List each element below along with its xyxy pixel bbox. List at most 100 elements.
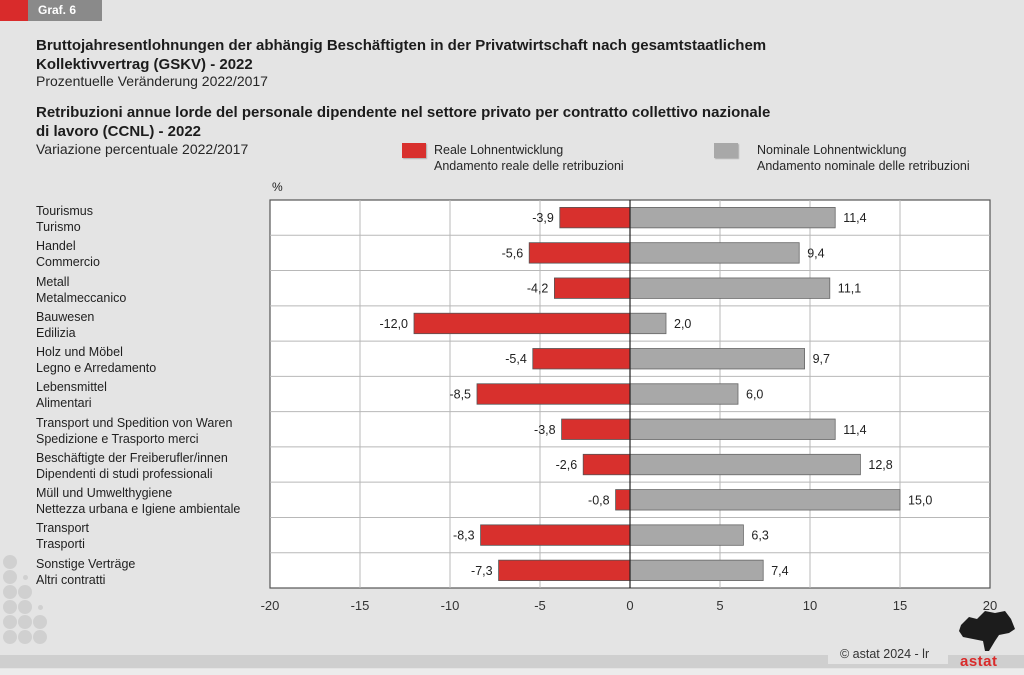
x-tick-label: 0 <box>626 598 633 613</box>
category-label-de: Transport und Spedition von Waren <box>36 415 233 430</box>
bar-nominal <box>629 418 836 440</box>
category-label-it: Dipendenti di studi professionali <box>36 466 213 481</box>
category-label-de: Metall <box>36 274 70 289</box>
data-label-nominal: 11,1 <box>838 282 861 296</box>
decorative-dot <box>37 604 43 610</box>
legend-label-real-it: Andamento reale delle retribuzioni <box>434 159 624 173</box>
data-label-real: -8,5 <box>449 388 471 402</box>
bar-nominal <box>629 383 739 405</box>
data-label-nominal: 9,7 <box>813 352 830 366</box>
category-label-it: Trasporti <box>36 537 85 552</box>
legend-label-nominal-de: Nominale Lohnentwicklung <box>757 143 907 157</box>
data-label-real: -0,8 <box>588 493 610 507</box>
category-label-it: Legno e Arredamento <box>36 361 157 376</box>
legend-swatch-nominal <box>714 143 738 158</box>
title-it-line2: di lavoro (CCNL) - 2022 <box>36 123 202 140</box>
decorative-dot <box>3 615 17 629</box>
decorative-dot <box>33 615 47 629</box>
footer-line <box>0 669 1024 675</box>
bar-real <box>532 348 631 370</box>
category-label-de: Bauwesen <box>36 309 95 324</box>
decorative-dot <box>18 585 32 599</box>
bar-real <box>554 277 631 299</box>
bar-nominal <box>629 242 800 264</box>
x-tick-label: -15 <box>351 598 370 613</box>
data-label-real: -3,8 <box>534 423 556 437</box>
x-tick-label: -10 <box>441 598 460 613</box>
data-label-nominal: 9,4 <box>807 246 824 260</box>
bar-nominal <box>629 453 861 476</box>
category-label-it: Edilizia <box>36 325 76 340</box>
x-tick-label: -5 <box>534 598 546 613</box>
category-label-de: Sonstige Verträge <box>36 556 136 571</box>
category-label-it: Nettezza urbana e Igiene ambientale <box>36 502 241 517</box>
bar-real <box>476 383 631 405</box>
data-label-real: -7,3 <box>471 564 493 578</box>
x-tick-label: 10 <box>803 598 817 613</box>
data-label-real: -8,3 <box>453 529 475 543</box>
decorative-dot <box>3 555 17 569</box>
x-tick-label: 5 <box>716 598 723 613</box>
data-label-nominal: 7,4 <box>771 564 788 578</box>
graf-label: Graf. 6 <box>28 0 102 21</box>
astat-logo-map-icon <box>959 611 1015 651</box>
legend-label-nominal-it: Andamento nominale delle retribuzioni <box>757 159 970 173</box>
data-label-nominal: 6,3 <box>751 529 768 543</box>
category-label-de: Beschäftigte der Freiberufler/innen <box>36 450 228 465</box>
legend-swatch-real <box>402 143 426 158</box>
category-label-it: Spedizione e Trasporto merci <box>36 431 199 446</box>
subtitle-de: Prozentuelle Veränderung 2022/2017 <box>36 73 268 89</box>
astat-logo-text: astat <box>960 653 998 670</box>
axis-unit-label: % <box>272 180 283 194</box>
data-label-real: -5,4 <box>505 352 527 366</box>
bar-real <box>480 524 631 546</box>
bar-nominal <box>629 559 764 581</box>
copyright-text: © astat 2024 - lr <box>828 645 948 664</box>
bar-nominal <box>629 277 831 299</box>
decorative-dot <box>22 574 28 580</box>
bar-nominal <box>629 489 901 511</box>
data-label-nominal: 15,0 <box>908 493 932 507</box>
title-de-line1: Bruttojahresentlohnungen der abhängig Be… <box>36 37 767 54</box>
category-label-de: Lebensmittel <box>36 380 107 395</box>
category-label-de: Holz und Möbel <box>36 345 123 360</box>
data-label-real: -4,2 <box>527 282 549 296</box>
x-tick-label: -20 <box>261 598 280 613</box>
category-label-it: Altri contratti <box>36 572 106 587</box>
category-label-it: Commercio <box>36 255 100 270</box>
decorative-dot <box>18 600 32 614</box>
decorative-dot <box>3 600 17 614</box>
bar-nominal <box>629 348 806 370</box>
decorative-dot <box>3 585 17 599</box>
category-label-de: Tourismus <box>36 204 93 218</box>
category-label-it: Turismo <box>36 220 81 234</box>
data-label-real: -3,9 <box>532 211 554 225</box>
title-it-line1: Retribuzioni annue lorde del personale d… <box>36 104 771 121</box>
category-label-it: Metalmeccanico <box>36 290 127 305</box>
title-de-line2: Kollektivvertrag (GSKV) - 2022 <box>36 56 253 73</box>
category-label-it: Alimentari <box>36 396 92 411</box>
bar-real <box>582 453 631 476</box>
subtitle-it: Variazione percentuale 2022/2017 <box>36 141 249 157</box>
decorative-dot <box>3 570 17 584</box>
bar-real <box>559 207 631 229</box>
data-label-nominal: 6,0 <box>746 388 763 402</box>
data-label-nominal: 11,4 <box>843 423 866 437</box>
data-label-real: -5,6 <box>502 246 524 260</box>
category-label-de: Transport <box>36 521 90 536</box>
category-label-de: Handel <box>36 239 76 254</box>
data-label-real: -12,0 <box>380 317 409 331</box>
bar-nominal <box>629 524 744 546</box>
bar-real <box>498 559 631 581</box>
data-label-nominal: 12,8 <box>868 458 892 472</box>
decorative-dot <box>33 630 47 644</box>
legend-label-real-de: Reale Lohnentwicklung <box>434 143 564 157</box>
bar-real <box>413 312 631 335</box>
bar-nominal <box>629 207 836 229</box>
bar-real <box>615 489 631 511</box>
bar-real <box>528 242 631 264</box>
data-label-real: -2,6 <box>556 458 578 472</box>
decorative-dot <box>3 630 17 644</box>
graf-accent-block <box>0 0 28 21</box>
